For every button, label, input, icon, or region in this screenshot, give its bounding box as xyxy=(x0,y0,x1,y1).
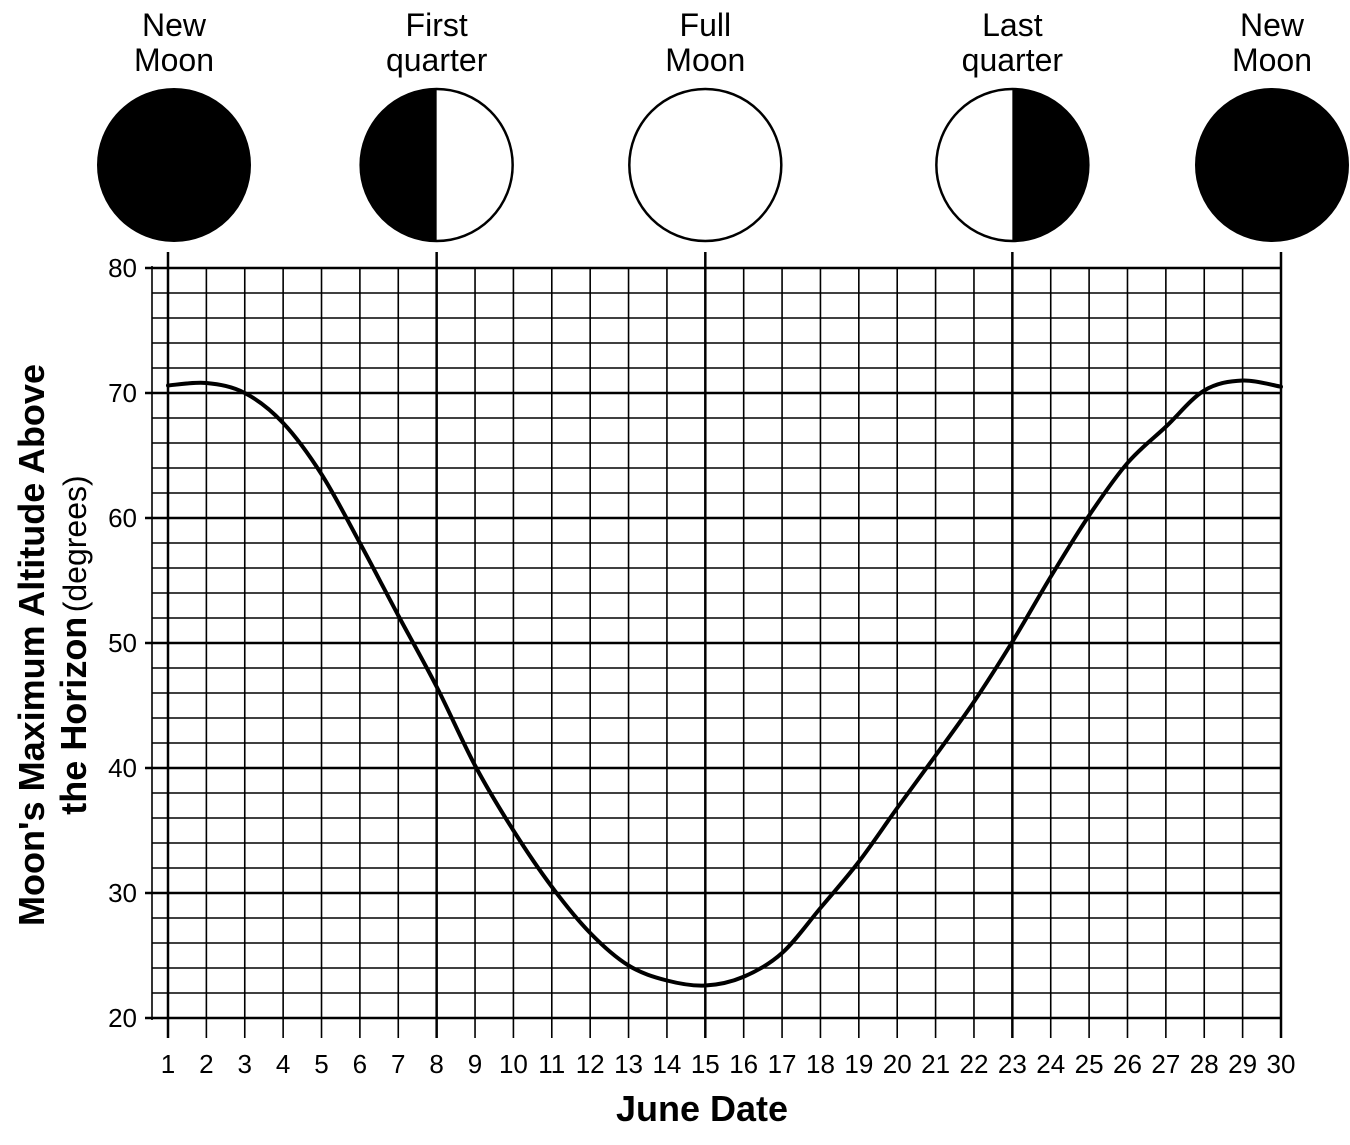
new-moon-label-line2: Moon xyxy=(134,42,214,78)
y-tick-label: 50 xyxy=(108,628,137,658)
x-tick-label: 3 xyxy=(238,1049,252,1079)
x-tick-label: 18 xyxy=(806,1049,835,1079)
x-tick-label: 13 xyxy=(614,1049,643,1079)
altitude-series xyxy=(166,378,1283,988)
new-moon-label-line1: New xyxy=(142,7,207,43)
new-moon-end-icon xyxy=(1195,88,1349,242)
first-quarter-label-line2: quarter xyxy=(386,42,488,78)
x-tick-label: 12 xyxy=(576,1049,605,1079)
y-tick-label: 80 xyxy=(108,253,137,283)
chart-grid xyxy=(145,252,1283,1038)
first-quarter-label-line1: First xyxy=(406,7,468,43)
y-axis-unit: (degrees) xyxy=(57,475,93,612)
x-tick-label: 7 xyxy=(391,1049,405,1079)
x-tick-label: 9 xyxy=(468,1049,482,1079)
x-tick-label: 2 xyxy=(199,1049,213,1079)
full-moon-icon xyxy=(628,87,783,243)
x-tick-label: 15 xyxy=(691,1049,720,1079)
y-tick-label: 60 xyxy=(108,503,137,533)
x-tick-label: 4 xyxy=(276,1049,290,1079)
x-tick-label: 8 xyxy=(429,1049,443,1079)
y-tick-label: 70 xyxy=(108,378,137,408)
y-axis-title-second: the Horizon (degrees) xyxy=(53,475,94,814)
x-tick-label: 26 xyxy=(1113,1049,1142,1079)
y-axis-ticks: 20 30 40 50 60 70 80 xyxy=(108,253,137,1033)
x-tick-label: 11 xyxy=(538,1049,565,1079)
y-axis-title: Moon's Maximum Altitude Above xyxy=(11,364,52,926)
x-tick-label: 5 xyxy=(314,1049,328,1079)
x-tick-label: 22 xyxy=(960,1049,989,1079)
x-tick-label: 23 xyxy=(998,1049,1027,1079)
last-quarter-label-line1: Last xyxy=(982,7,1043,43)
x-tick-label: 25 xyxy=(1075,1049,1104,1079)
x-tick-label: 29 xyxy=(1228,1049,1257,1079)
new-moon-end-label-line2: Moon xyxy=(1232,42,1312,78)
x-axis-ticks: 1 2 3 4 5 6 7 8 9 10 11 12 13 14 15 16 17 18 19 20 21 22 23 24 2… xyxy=(161,1049,1296,1079)
last-quarter-dark-half xyxy=(1012,89,1089,241)
x-tick-label: 17 xyxy=(768,1049,797,1079)
x-tick-label: 21 xyxy=(921,1049,950,1079)
x-tick-label: 24 xyxy=(1036,1049,1065,1079)
full-moon-label-line1: Full xyxy=(680,7,732,43)
x-tick-label: 14 xyxy=(652,1049,681,1079)
moon-phase-row: NewMoonFirstquarterFullMoonLastquarterNe… xyxy=(97,7,1349,243)
x-tick-label: 6 xyxy=(353,1049,367,1079)
y-axis-title-line1: Moon's Maximum Altitude Above xyxy=(11,364,52,926)
x-tick-label: 27 xyxy=(1151,1049,1180,1079)
x-tick-label: 19 xyxy=(844,1049,873,1079)
x-tick-label: 30 xyxy=(1267,1049,1296,1079)
full-moon-label-line2: Moon xyxy=(665,42,745,78)
x-tick-label: 28 xyxy=(1190,1049,1219,1079)
new-moon-icon xyxy=(97,88,251,242)
y-tick-label: 30 xyxy=(108,878,137,908)
x-tick-label: 20 xyxy=(883,1049,912,1079)
first-quarter-dark-half xyxy=(360,89,437,241)
altitude-curve xyxy=(166,378,1283,988)
y-tick-label: 40 xyxy=(108,753,137,783)
y-axis-title-line2: the Horizon xyxy=(53,617,94,815)
x-tick-label: 10 xyxy=(499,1049,528,1079)
x-tick-label: 1 xyxy=(161,1049,175,1079)
x-tick-label: 16 xyxy=(729,1049,758,1079)
new-moon-end-label-line1: New xyxy=(1240,7,1305,43)
y-tick-label: 20 xyxy=(108,1003,137,1033)
x-axis-title: June Date xyxy=(616,1088,788,1129)
last-quarter-label-line2: quarter xyxy=(962,42,1064,78)
